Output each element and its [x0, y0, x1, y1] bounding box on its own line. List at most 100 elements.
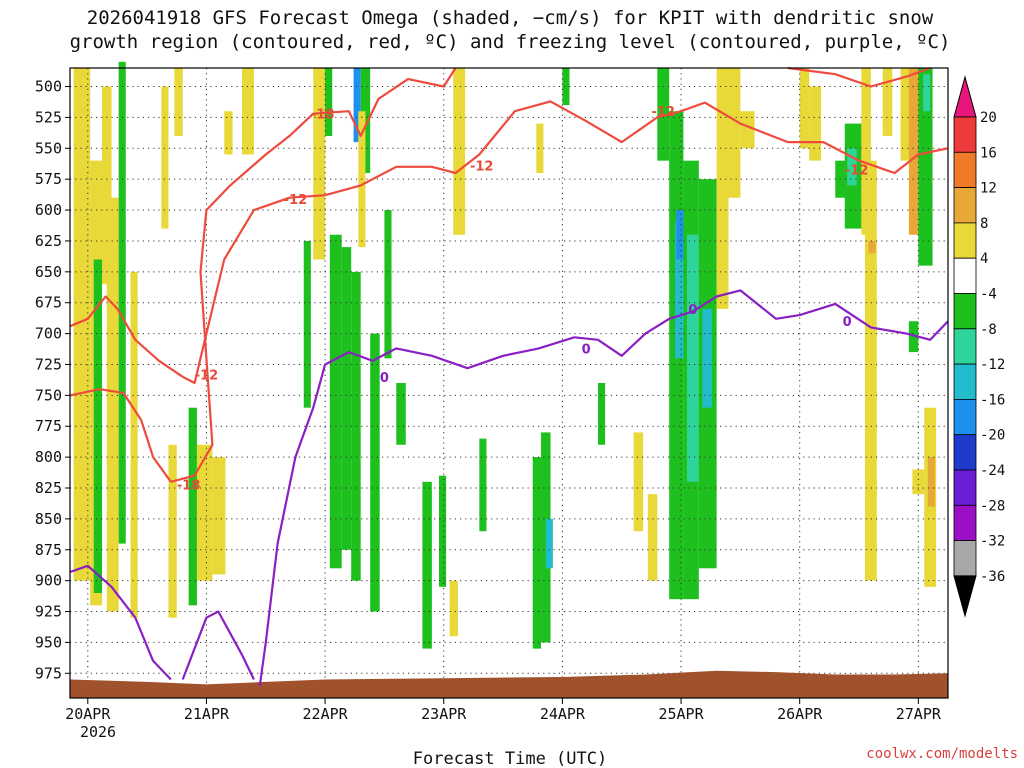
- omega-shade-cell-25: [384, 210, 392, 359]
- y-tick-label-500: 500: [35, 78, 62, 96]
- y-axis: 500 525 550 575 600 625 650 675 700 725 750 775 800 8…: [35, 78, 70, 682]
- colorbar-swatch-2: [953, 187, 977, 224]
- plot-background: [70, 68, 948, 698]
- omega-shade-cell-17: [325, 68, 333, 136]
- omega-shade-cell-39: [647, 494, 658, 581]
- omega-shade-cell-55: [847, 148, 857, 186]
- omega-shade-cell-63: [923, 74, 931, 112]
- omega-shade-cell-33: [449, 580, 458, 637]
- colorbar-label-6: -8: [980, 322, 997, 338]
- colorbar-label-9: -20: [980, 428, 1005, 444]
- year-label: 2026: [80, 723, 116, 741]
- omega-shade-cell-11: [196, 444, 213, 581]
- colorbar-label-3: 8: [980, 216, 988, 232]
- omega-shade-cell-47: [702, 308, 712, 408]
- omega-shade-cell-52: [809, 86, 822, 161]
- colorbar-swatch-10: [953, 469, 977, 506]
- x-tick-label-22APR: 22APR: [303, 705, 349, 723]
- omega-shade-cell-61: [908, 68, 919, 235]
- omega-shade-cell-3: [93, 259, 103, 593]
- omega-shade-cell-64: [912, 469, 925, 495]
- omega-shade-cell-22: [353, 68, 361, 143]
- x-axis: 20APR 21APR 22APR 23APR 24APR 25APR 26APR 27APR: [65, 698, 942, 723]
- colorbar-swatch-3: [953, 222, 977, 259]
- colorbar-swatch-7: [953, 363, 977, 400]
- omega-shade-cell-18: [329, 234, 342, 569]
- x-tick-label-26APR: 26APR: [777, 705, 823, 723]
- y-tick-label-650: 650: [35, 263, 62, 281]
- omega-shade-cell-34: [479, 438, 487, 532]
- colorbar-label-8: -16: [980, 392, 1005, 408]
- credit-text: coolwx.com/modelts: [866, 746, 1018, 762]
- omega-shade-cell-30: [532, 457, 542, 649]
- contour-purple-zero-left: [69, 564, 172, 681]
- y-tick-label-850: 850: [35, 510, 62, 528]
- x-tick-label-23APR: 23APR: [421, 705, 467, 723]
- omega-shade-cell-57: [864, 160, 877, 581]
- colorbar-label-7: -12: [980, 357, 1005, 373]
- omega-shade-cell-59: [882, 68, 893, 136]
- contour-label-purple-3: 0: [843, 315, 852, 330]
- y-tick-label-725: 725: [35, 355, 62, 373]
- y-tick-label-600: 600: [35, 201, 62, 219]
- omega-shade-cell-51: [799, 68, 810, 149]
- omega-shade-cell-16: [313, 68, 326, 260]
- omega-shade-cell-8: [174, 68, 183, 136]
- terrain-surface: [70, 670, 948, 698]
- contour-red-minus12-upper: [182, 100, 949, 385]
- omega-shade-cell-36: [562, 68, 570, 106]
- contour-red-minus18-upper: [170, 67, 457, 483]
- contour-label-purple-0: 0: [380, 371, 389, 386]
- contour-purple-zero-mid: [181, 610, 255, 680]
- omega-shade-cell-7: [161, 86, 169, 229]
- contour-label-red-1: -12: [284, 193, 308, 208]
- colorbar-top-arrow: [953, 75, 977, 118]
- omega-shade-cell-60: [900, 68, 913, 161]
- colorbar-bottom-arrow: [953, 575, 977, 618]
- colorbar-swatch-5: [953, 293, 977, 330]
- omega-shade-cell-20: [351, 271, 361, 581]
- omega-shade-cell-6: [130, 271, 138, 618]
- omega-shade-cell-10: [188, 407, 197, 606]
- omega-shade-cell-0: [73, 68, 91, 581]
- x-tick-label-20APR: 20APR: [65, 705, 111, 723]
- x-tick-label-24APR: 24APR: [540, 705, 586, 723]
- omega-shade-cell-14: [242, 68, 254, 155]
- omega-shade-cell-45: [686, 234, 699, 482]
- omega-shade-cell-15: [303, 240, 311, 408]
- omega-shade-cell-67: [908, 321, 919, 353]
- colorbar-label-2: 12: [980, 181, 997, 197]
- colorbar-label-0: 20: [980, 110, 997, 126]
- y-tick-label-950: 950: [35, 633, 62, 651]
- contour-red-top: [787, 66, 931, 88]
- omega-shade-cell-28: [438, 475, 447, 587]
- omega-shade-cell-43: [676, 210, 684, 260]
- colorbar: 20 16 12 8 4 -4 -8 -12 -16 -20 -24 -28 -32 -36: [953, 75, 1005, 618]
- omega-shade-cell-35: [536, 123, 544, 173]
- contour-label-red-0: -18: [311, 108, 335, 123]
- y-tick-label-825: 825: [35, 479, 62, 497]
- y-tick-label-700: 700: [35, 325, 62, 343]
- y-tick-label-900: 900: [35, 572, 62, 590]
- omega-shade-cell-24: [370, 333, 380, 612]
- contour-label-purple-2: 0: [688, 303, 697, 318]
- y-tick-label-975: 975: [35, 664, 62, 682]
- omega-shade-cell-40: [657, 68, 670, 161]
- omega-shade-cell-38: [633, 432, 644, 532]
- plot-area: -18 -12 -12 -12 -12 -12 -18 0 0 0 0: [69, 61, 949, 699]
- contour-label-red-3: -12: [651, 105, 675, 120]
- contour-label-red-4: -12: [845, 163, 869, 178]
- omega-shade-cell-42: [675, 222, 687, 359]
- y-tick-label-675: 675: [35, 294, 62, 312]
- contour-red-minus12-low: [69, 388, 172, 483]
- colorbar-swatch-8: [953, 398, 977, 436]
- y-tick-label-775: 775: [35, 417, 62, 435]
- contour-label-red-6: -18: [177, 478, 201, 493]
- omega-shade-cell-29: [453, 68, 466, 235]
- colorbar-label-10: -24: [980, 463, 1005, 479]
- colorbar-label-13: -36: [980, 569, 1005, 585]
- colorbar-swatch-12: [953, 540, 977, 577]
- omega-shade-cell-2: [102, 86, 112, 285]
- y-tick-label-550: 550: [35, 139, 62, 157]
